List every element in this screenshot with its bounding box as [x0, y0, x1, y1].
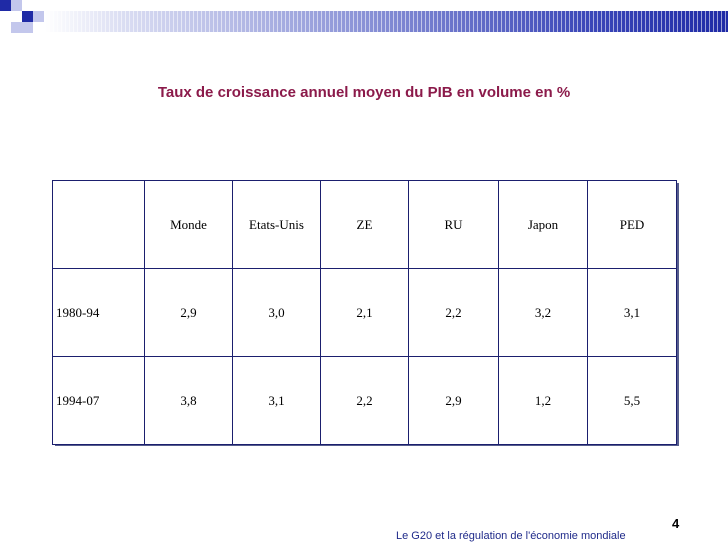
table-cell: 1,2	[498, 356, 588, 445]
header-cell-empty	[52, 180, 145, 269]
table-row: 1994-07 3,8 3,1 2,2 2,9 1,2 5,5	[52, 356, 677, 445]
page-number: 4	[672, 516, 680, 531]
decor-square-2	[11, 0, 22, 11]
decor-square-1	[0, 0, 11, 11]
header-cell-etats-unis: Etats-Unis	[232, 180, 321, 269]
table-cell: 2,9	[408, 356, 499, 445]
gdp-growth-table: Monde Etats-Unis ZE RU Japon PED 1980-94…	[52, 180, 677, 445]
table-cell: 3,8	[144, 356, 233, 445]
header-banner	[45, 11, 728, 32]
table-cell: 2,1	[320, 268, 409, 357]
table-cell: 3,2	[498, 268, 588, 357]
row-label: 1994-07	[52, 356, 145, 445]
decor-square-4	[11, 22, 22, 33]
slide-title: Taux de croissance annuel moyen du PIB e…	[157, 84, 571, 101]
header-cell-ze: ZE	[320, 180, 409, 269]
decor-square-6	[33, 11, 44, 22]
table-cell: 3,1	[232, 356, 321, 445]
header-cell-monde: Monde	[144, 180, 233, 269]
table-cell: 2,2	[408, 268, 499, 357]
table-header-row: Monde Etats-Unis ZE RU Japon PED	[52, 180, 677, 269]
row-label: 1980-94	[52, 268, 145, 357]
header-cell-ru: RU	[408, 180, 499, 269]
header-cell-japon: Japon	[498, 180, 588, 269]
table-cell: 3,0	[232, 268, 321, 357]
table-cell: 5,5	[587, 356, 677, 445]
table-cell: 3,1	[587, 268, 677, 357]
table-cell: 2,9	[144, 268, 233, 357]
table-row: 1980-94 2,9 3,0 2,1 2,2 3,2 3,1	[52, 268, 677, 357]
gdp-growth-table-container: Monde Etats-Unis ZE RU Japon PED 1980-94…	[52, 180, 679, 446]
decor-square-5	[22, 22, 33, 33]
decor-square-3	[22, 11, 33, 22]
header-cell-ped: PED	[587, 180, 677, 269]
table-cell: 2,2	[320, 356, 409, 445]
footer-text: Le G20 et la régulation de l'économie mo…	[396, 530, 626, 542]
